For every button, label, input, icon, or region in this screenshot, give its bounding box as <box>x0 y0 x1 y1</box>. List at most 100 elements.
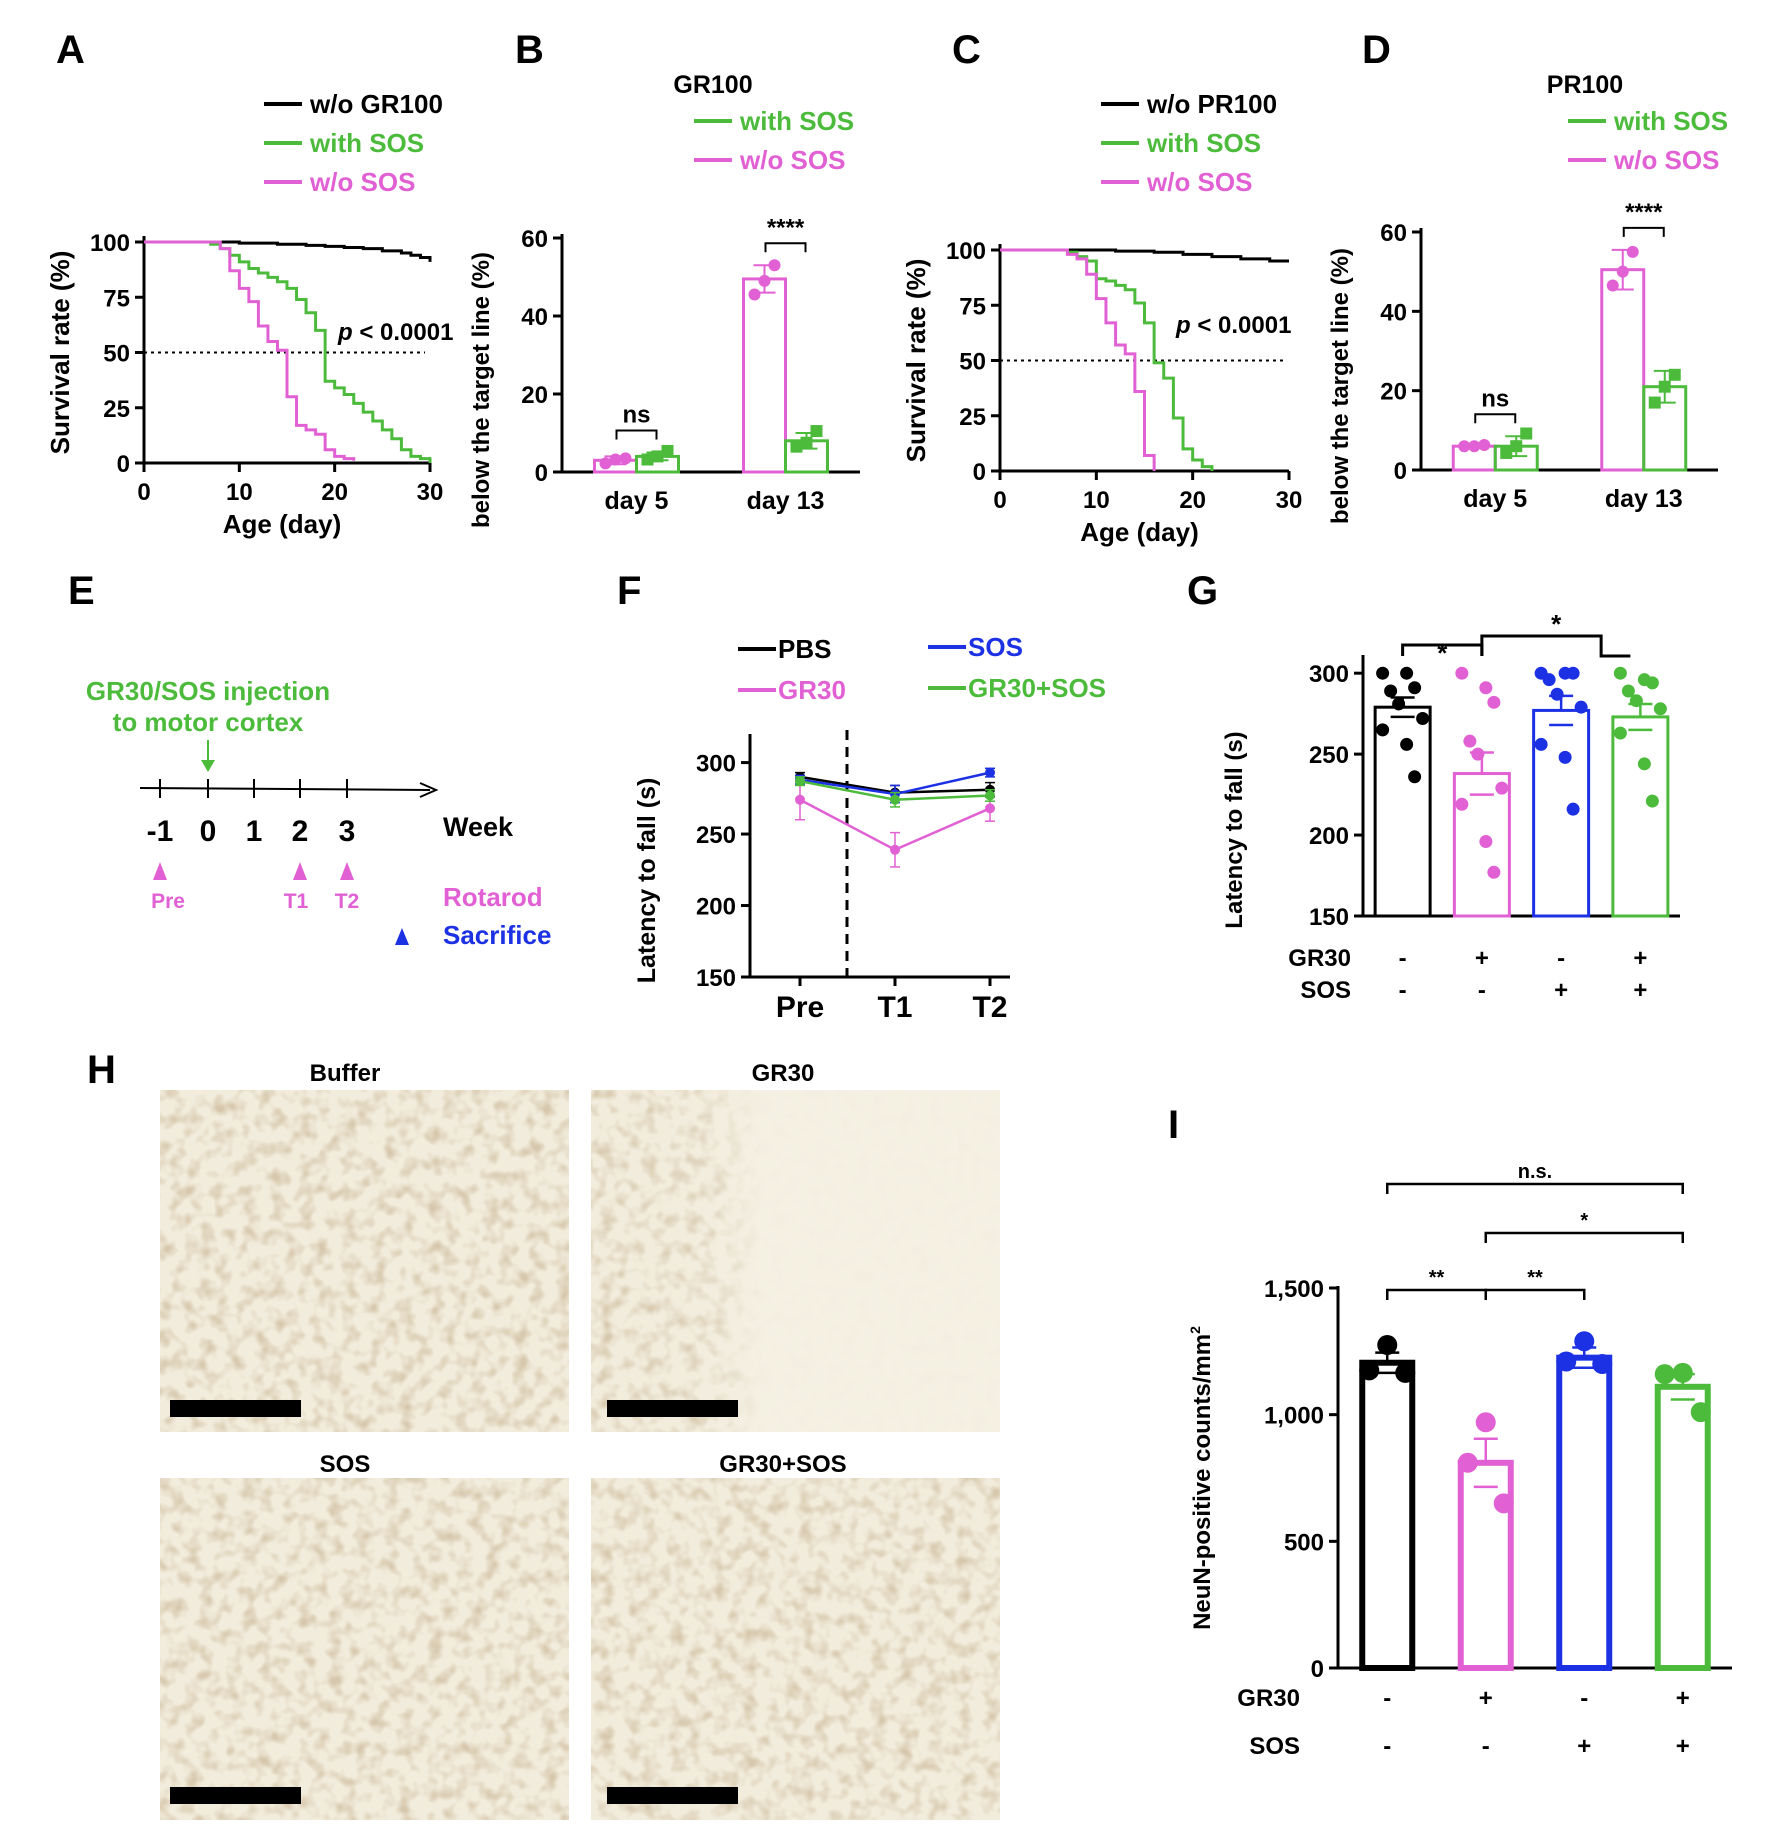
data-point <box>1376 723 1390 737</box>
data-point <box>1359 1360 1380 1381</box>
row-value: - <box>1399 945 1407 972</box>
data-point <box>1574 1331 1595 1352</box>
bar <box>742 277 787 474</box>
chart-title: PR100 <box>1547 71 1623 99</box>
y-axis-label: Survival rate (%) <box>45 251 75 455</box>
bar <box>1556 1354 1613 1671</box>
timeline-axis <box>139 787 431 791</box>
x-tick-label: day 5 <box>1463 485 1527 513</box>
data-point <box>1658 380 1671 393</box>
data-point <box>1487 695 1501 709</box>
y-axis-label: Latency to fall (s) <box>633 778 661 984</box>
row-value: - <box>1383 1685 1391 1712</box>
data-point <box>1690 1402 1711 1423</box>
micrograph-buffer <box>160 1090 569 1432</box>
row-value: + <box>1479 1685 1493 1712</box>
chart-title: GR100 <box>673 71 752 99</box>
data-point <box>1613 666 1627 680</box>
legend-label: w/o PR100 <box>1146 89 1277 119</box>
legend-label: GR30 <box>778 675 846 705</box>
x-tick-label: 30 <box>417 479 444 506</box>
significance-label: ns <box>622 402 650 429</box>
data-point <box>1616 265 1629 278</box>
significance-label: ns <box>1481 385 1509 412</box>
survival-curve <box>144 240 432 463</box>
data-point <box>795 794 805 805</box>
y-tick-label: 0 <box>117 451 130 478</box>
data-point <box>1479 835 1493 849</box>
pre-label: Pre <box>151 890 185 913</box>
data-point <box>1566 802 1580 816</box>
bar <box>1373 705 1432 918</box>
row-label: GR30 <box>1288 945 1351 972</box>
data-point <box>619 452 632 465</box>
significance-label: * <box>1580 1210 1588 1232</box>
panel-label-c: C <box>952 28 981 72</box>
data-point <box>1400 666 1414 680</box>
y-axis-label: Latency to fall (s) <box>1221 731 1248 928</box>
data-point <box>1534 737 1548 751</box>
data-point <box>985 803 995 814</box>
row-value: + <box>1676 1685 1690 1712</box>
row-value: - <box>1478 977 1486 1004</box>
injection-label: GR30/SOS injection <box>86 676 330 706</box>
data-point <box>1556 1351 1577 1372</box>
data-point <box>800 436 813 449</box>
micrograph-title: GR30 <box>752 1060 815 1087</box>
row-value: + <box>1577 1733 1591 1760</box>
data-point <box>1376 666 1390 680</box>
data-point <box>1566 666 1580 680</box>
y-tick-label: 1,500 <box>1264 1276 1324 1303</box>
panel-e-timeline: GR30/SOS injection to motor cortex -1 0 … <box>86 676 551 950</box>
panel-label-b: B <box>515 28 544 72</box>
data-point <box>758 274 771 287</box>
y-tick-label: 250 <box>696 822 736 849</box>
y-tick-label: 0 <box>973 459 986 486</box>
data-point <box>890 794 900 805</box>
y-tick-label: 0 <box>535 460 548 487</box>
significance-bracket <box>1480 634 1631 658</box>
y-tick-label: 40 <box>521 304 548 331</box>
data-point <box>651 450 664 463</box>
y-tick-label: 150 <box>696 965 736 992</box>
x-tick-label: 10 <box>226 479 253 506</box>
t1-label: T1 <box>284 890 309 913</box>
x-tick-label: day 5 <box>605 487 669 515</box>
legend-label: w/o SOS <box>1613 145 1719 175</box>
data-point <box>748 288 761 301</box>
legend-label: w/o GR100 <box>309 89 443 119</box>
data-point <box>1455 666 1469 680</box>
pre-marker <box>153 862 167 880</box>
panel-label-f: F <box>617 569 641 613</box>
survival-curve <box>1000 248 1289 263</box>
scale-bar <box>607 1400 738 1417</box>
legend-label: PBS <box>778 634 831 664</box>
data-point <box>1500 446 1513 459</box>
y-tick-label: 1,000 <box>1264 1403 1324 1430</box>
t2-marker <box>340 862 354 880</box>
significance-label: * <box>1551 609 1562 639</box>
y-tick-label: 75 <box>103 285 130 312</box>
week-label: 3 <box>339 815 356 848</box>
data-point <box>1621 684 1635 698</box>
data-point <box>1648 396 1661 409</box>
sacrifice-label: Sacrifice <box>443 920 551 950</box>
significance-bracket <box>1386 1288 1487 1300</box>
significance-label: ** <box>1527 1267 1543 1289</box>
micrograph-title: Buffer <box>310 1060 381 1087</box>
panel-label-a: A <box>56 28 85 72</box>
survival-curve <box>1000 248 1214 471</box>
y-tick-label: 50 <box>959 349 986 376</box>
bar <box>1600 268 1646 472</box>
week-label: 1 <box>246 815 263 848</box>
x-tick-label: 0 <box>137 479 150 506</box>
legend-label: with SOS <box>309 128 424 158</box>
y-tick-label: 500 <box>1284 1529 1324 1556</box>
data-point <box>1629 694 1643 708</box>
data-point <box>1495 781 1509 795</box>
data-point <box>1377 1335 1398 1355</box>
data-point <box>1458 440 1471 453</box>
y-tick-label: 100 <box>90 230 130 257</box>
y-tick-label: 200 <box>696 894 736 921</box>
